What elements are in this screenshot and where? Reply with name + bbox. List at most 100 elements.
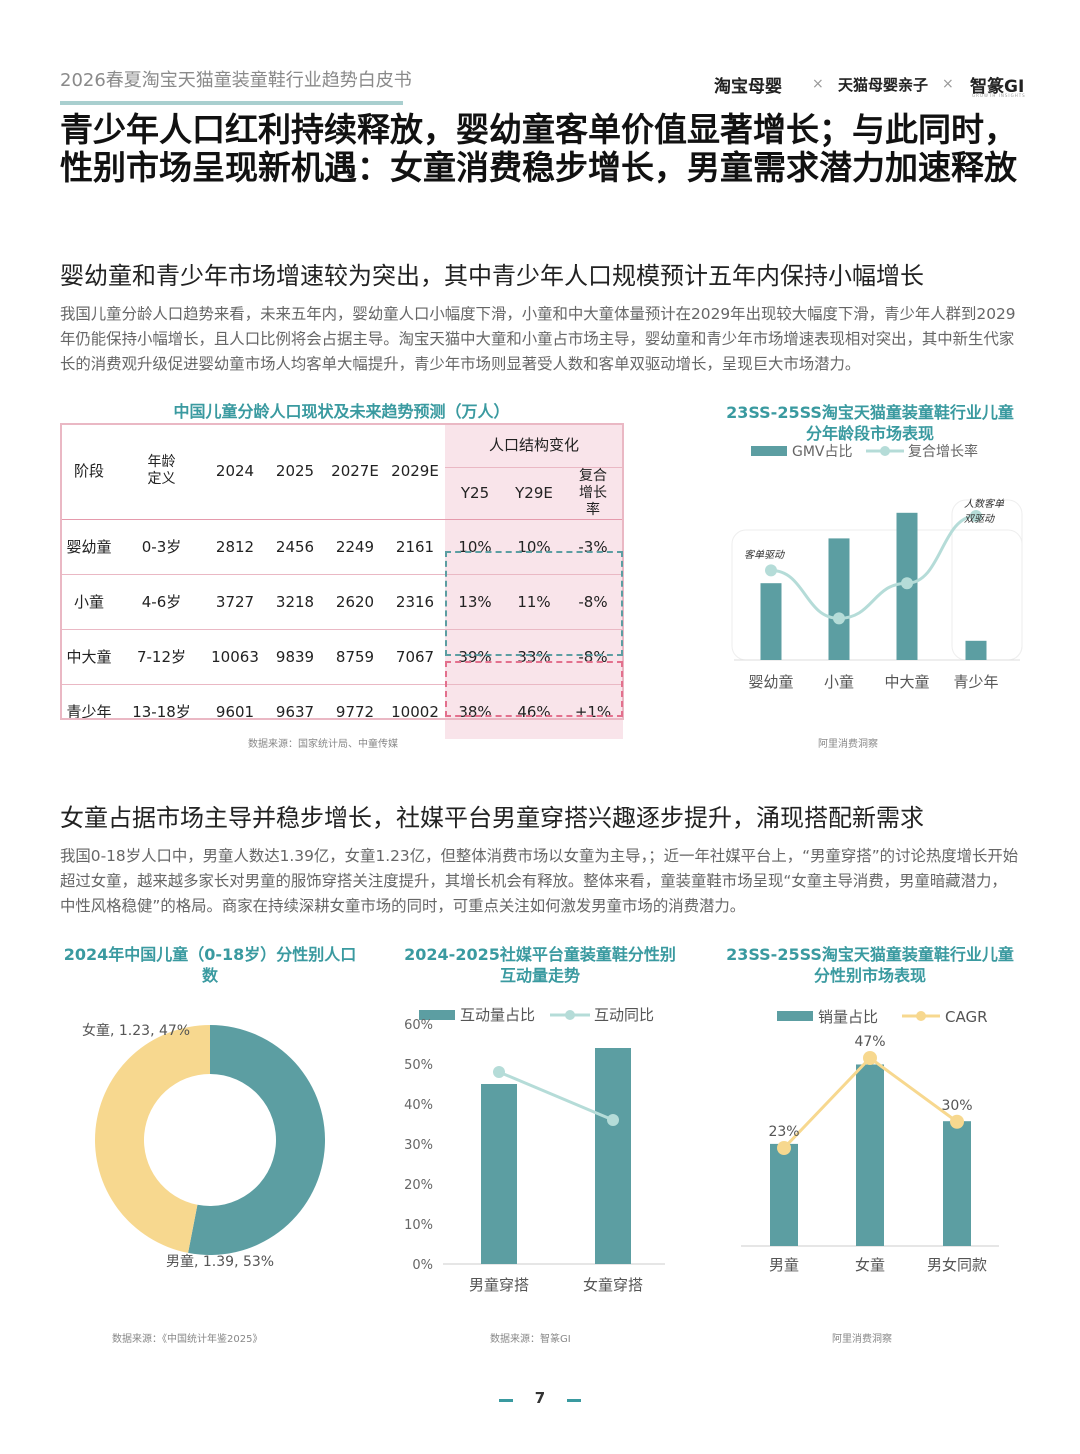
cell-y29: 11% — [505, 573, 563, 629]
header-2024: 2024 — [215, 461, 255, 480]
age-chart-source: 阿里消费洞察 — [818, 739, 878, 750]
cell-v2024: 3727 — [205, 573, 265, 629]
logo-zhizhuan-sub: GROWTH INSIGHTS — [972, 93, 1026, 98]
age-category-label: 中大童 — [884, 673, 929, 691]
legend-gmv-label: GMV占比 — [792, 444, 853, 460]
gender-category-label: 男童 — [769, 1256, 799, 1274]
legend-interaction-yoy-label: 互动同比 — [594, 1006, 654, 1024]
table-row: 青少年 13-18岁 9601 9637 9772 10002 38% 46% +1% — [60, 683, 623, 739]
point-interaction-yoy-0 — [493, 1066, 505, 1078]
cell-v2027: 9772 — [325, 683, 385, 739]
pie-label-male: 男童, 1.39, 53% — [166, 1253, 274, 1270]
cell-y25: 38% — [445, 683, 505, 739]
social-chart-title: 2024-2025社媒平台童装童鞋分性别互动量走势 — [404, 945, 676, 985]
social-chart-source: 数据来源：智篆GI — [490, 1334, 571, 1345]
legend-growth-label: 复合增长率 — [908, 443, 978, 460]
legend-cagr-label: CAGR — [945, 1008, 988, 1026]
cell-v2025: 3218 — [265, 573, 325, 629]
cell-v2029: 7067 — [385, 628, 445, 684]
gender-category-label: 女童 — [855, 1256, 885, 1274]
y-tick-label: 10% — [404, 1218, 433, 1233]
cell-stage: 青少年 — [60, 683, 118, 739]
cell-v2027: 2249 — [325, 518, 385, 574]
gender-chart-title: 23SS-25SS淘宝天猫童装童鞋行业儿童分性别市场表现 — [726, 945, 1014, 985]
bar-interaction-share-1 — [595, 1048, 631, 1264]
cell-v2024: 10063 — [205, 628, 265, 684]
cell-y25: 13% — [445, 573, 505, 629]
table-source: 数据来源：国家统计局、中童传媒 — [248, 739, 398, 750]
cell-age: 4-6岁 — [118, 573, 205, 629]
page-number-dash-left — [499, 1399, 513, 1402]
cagr-data-label: 23% — [768, 1124, 799, 1140]
legend-sales-share-swatch — [777, 1011, 813, 1021]
legend-cagr-marker — [916, 1011, 926, 1021]
gender-category-label: 男女同款 — [927, 1256, 987, 1274]
bar-gmv-1 — [828, 538, 850, 660]
table-row: 中大童 7-12岁 10063 9839 8759 7067 39% 33% -8% — [60, 628, 623, 684]
gender-chart-source: 阿里消费洞察 — [832, 1334, 892, 1345]
bar-gmv-3 — [965, 640, 987, 660]
annotation-dual-driven-1: 人数客单 — [964, 498, 1005, 510]
logo-separator: × — [942, 76, 954, 92]
section1-paragraph: 我国儿童分龄人口趋势来看，未来五年内，婴幼童人口小幅度下滑，小童和中大童体量预计… — [60, 305, 1016, 373]
age-chart-title: 23SS-25SS淘宝天猫童装童鞋行业儿童分年龄段市场表现 — [726, 403, 1014, 443]
logo-taobao-muying: 淘宝母婴 — [714, 77, 782, 97]
header-2029: 2029E — [391, 461, 439, 480]
y-tick-label: 50% — [404, 1058, 433, 1073]
cell-age: 7-12岁 — [118, 628, 205, 684]
cell-v2024: 2812 — [205, 518, 265, 574]
y-tick-label: 30% — [404, 1138, 433, 1153]
cell-cagr: -8% — [563, 628, 623, 684]
point-growth-0 — [765, 564, 777, 577]
cell-age: 13-18岁 — [118, 683, 205, 739]
age-category-label: 婴幼童 — [748, 673, 793, 691]
legend-gmv-swatch — [751, 446, 787, 456]
point-growth-1 — [833, 612, 845, 625]
cell-v2027: 8759 — [325, 628, 385, 684]
cell-v2029: 10002 — [385, 683, 445, 739]
legend-interaction-share-label: 互动量占比 — [460, 1006, 535, 1024]
bar-sales-share-0 — [770, 1143, 798, 1246]
pie-chart-source: 数据来源：《中国统计年鉴2025》 — [112, 1334, 263, 1345]
age-category-label: 小童 — [824, 673, 854, 691]
cell-cagr: -3% — [563, 518, 623, 574]
logo-separator: × — [812, 76, 824, 92]
bar-gmv-0 — [760, 583, 782, 660]
cell-y25: 39% — [445, 628, 505, 684]
header-structure-change: 人口结构变化 — [445, 423, 623, 468]
header-age: 年龄定义 — [147, 453, 176, 487]
legend-growth-marker — [880, 446, 890, 456]
header-underline — [60, 101, 403, 105]
age-category-label: 青少年 — [953, 673, 998, 691]
pie-slice-女童 — [95, 1025, 210, 1253]
header-2025: 2025 — [275, 461, 315, 480]
logo-tmall-muying: 天猫母婴亲子 — [838, 76, 929, 94]
cell-v2025: 2456 — [265, 518, 325, 574]
legend-interaction-yoy-marker — [565, 1010, 575, 1020]
population-table: 阶段 年龄定义 2024 2025 2027E 2029E 人口结构变化 Y25… — [60, 423, 623, 739]
table-row: 小童 4-6岁 3727 3218 2620 2316 13% 11% -8% — [60, 573, 623, 629]
cell-v2029: 2161 — [385, 518, 445, 574]
cell-v2029: 2316 — [385, 573, 445, 629]
legend-interaction-share-swatch — [419, 1010, 455, 1020]
cell-y25: 10% — [445, 518, 505, 574]
cell-cagr: -8% — [563, 573, 623, 629]
point-interaction-yoy-1 — [607, 1114, 619, 1126]
social-category-label: 女童穿搭 — [583, 1276, 643, 1294]
social-interaction-chart: 互动量占比 互动同比 0% 10% 20% 30% 40% 50% 60% 男童穿搭 女童穿搭 — [404, 1006, 665, 1294]
cell-y29: 33% — [505, 628, 563, 684]
cell-stage: 中大童 — [60, 628, 118, 684]
header-y25: Y25 — [445, 467, 505, 519]
bar-sales-share-2 — [943, 1121, 971, 1246]
header-y29: Y29E — [505, 467, 563, 519]
header-2027: 2027E — [331, 461, 379, 480]
logo-zhizhuan: 智篆GI — [970, 77, 1025, 97]
pie-chart-title: 2024年中国儿童（0-18岁）分性别人口数 — [63, 945, 357, 985]
pie-label-female: 女童, 1.23, 47% — [82, 1022, 190, 1039]
y-tick-label: 20% — [404, 1178, 433, 1193]
report-title: 2026春夏淘宝天猫童装童鞋行业趋势白皮书 — [60, 70, 412, 91]
y-tick-label: 0% — [412, 1258, 433, 1273]
header-stage: 阶段 — [73, 462, 104, 481]
cell-stage: 婴幼童 — [60, 518, 118, 574]
section2-subtitle: 女童占据市场主导并稳步增长，社媒平台男童穿搭兴趣逐步提升，涌现搭配新需求 — [60, 804, 924, 832]
